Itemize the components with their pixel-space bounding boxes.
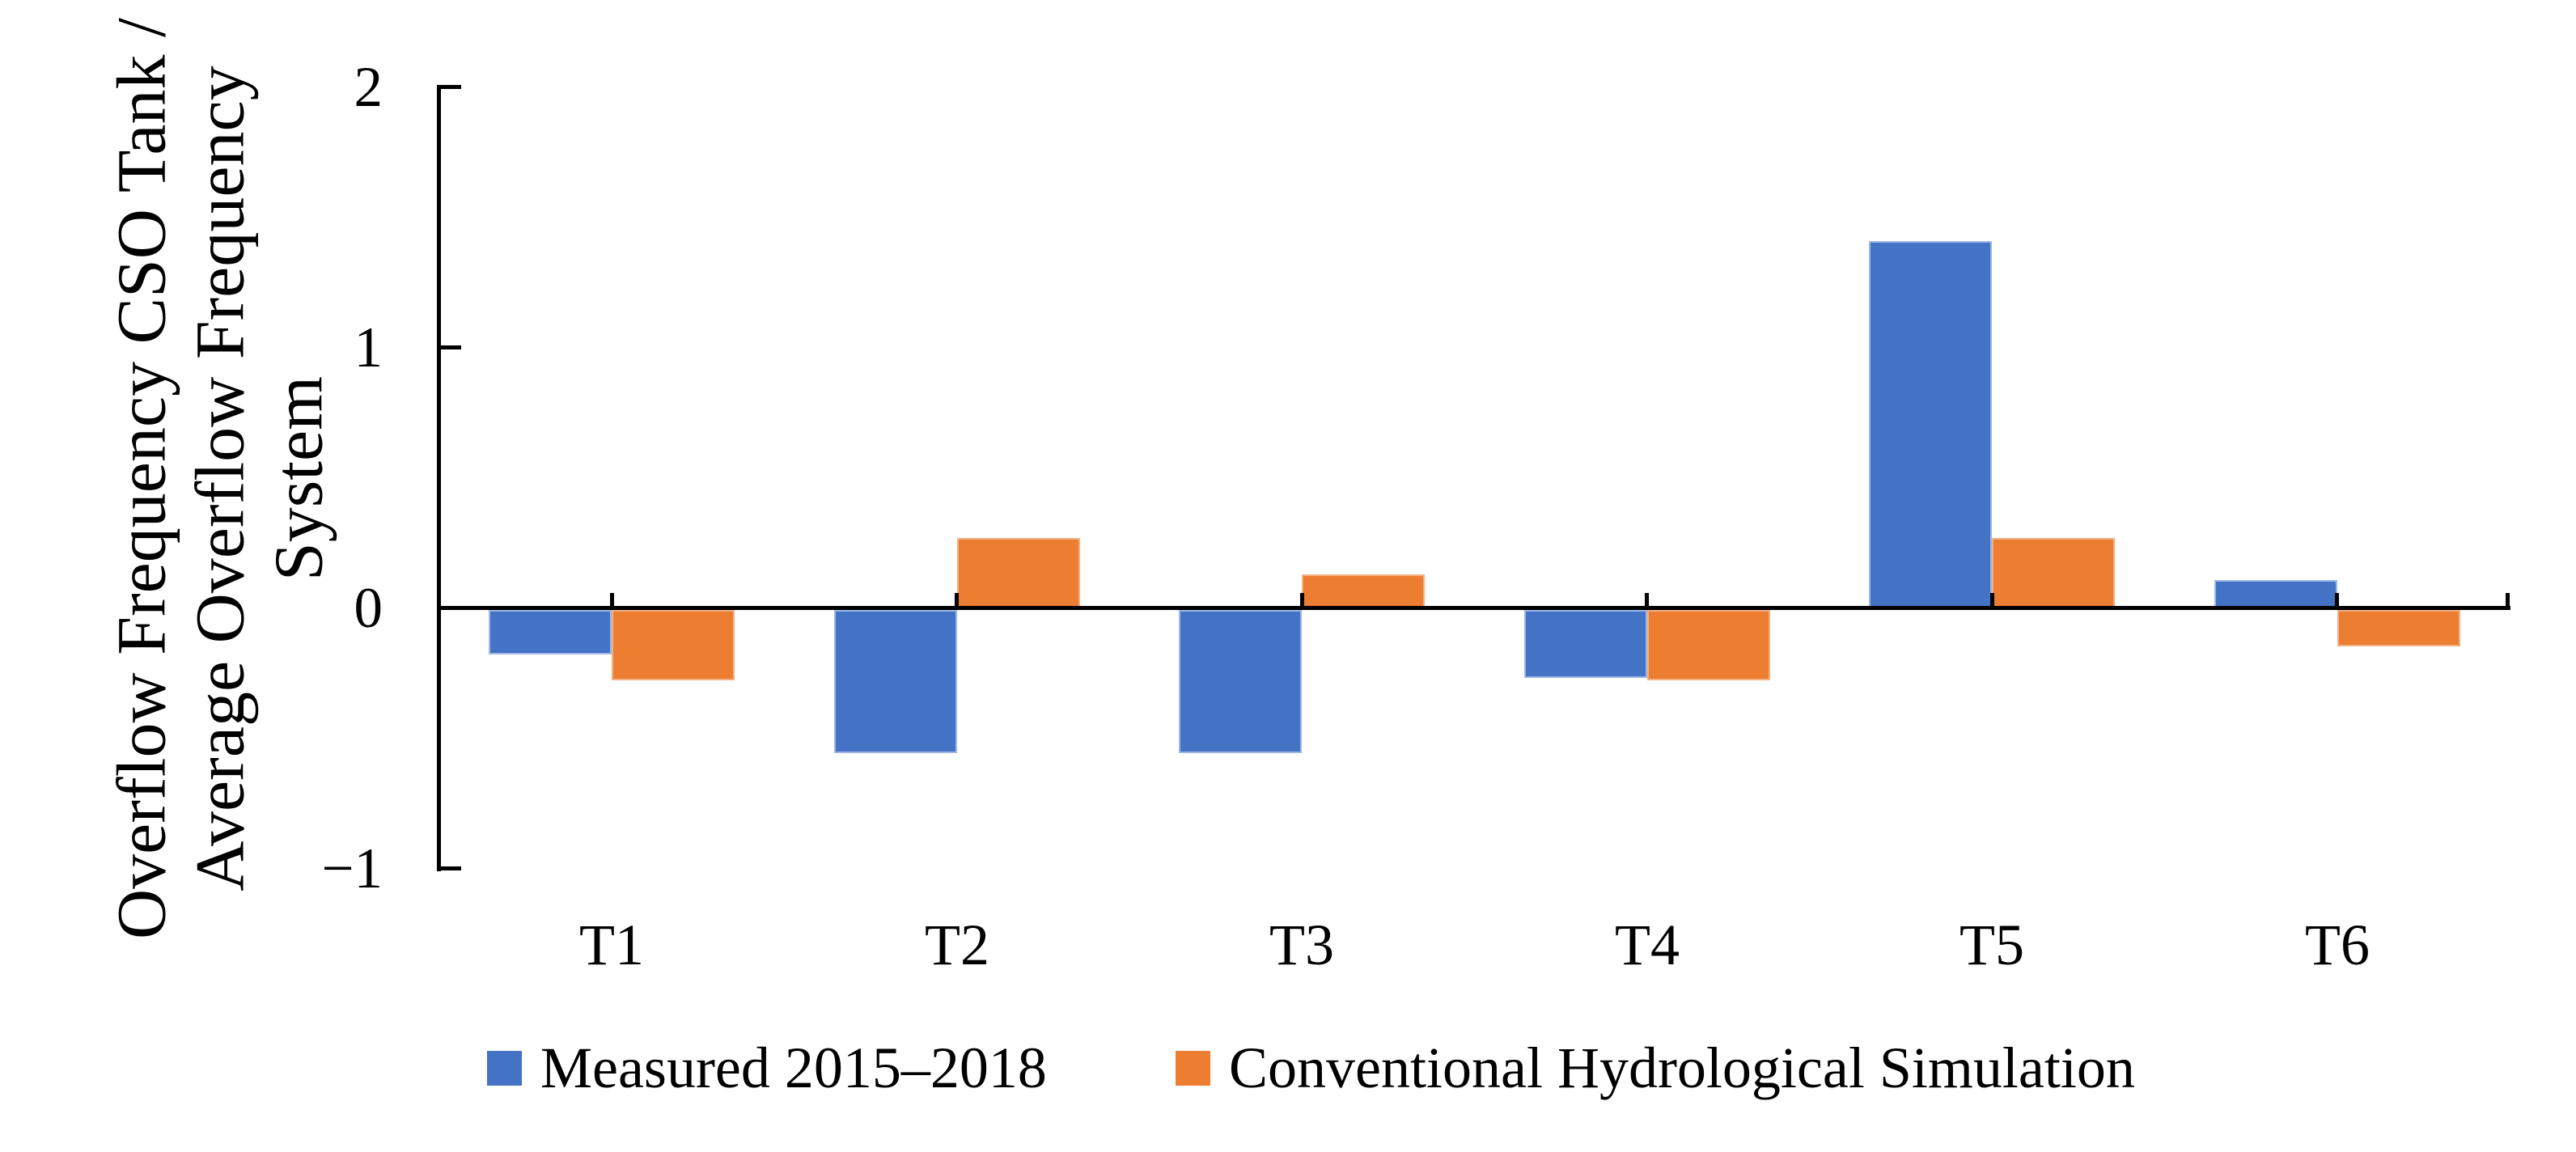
y-tick-label: 0 bbox=[354, 577, 383, 640]
x-axis-category-tick bbox=[2335, 593, 2339, 606]
x-axis-label-t1: T1 bbox=[579, 913, 644, 977]
legend-label-measured: Measured 2015–2018 bbox=[540, 1036, 1047, 1100]
x-axis-line bbox=[437, 606, 2510, 610]
x-axis-label-t4: T4 bbox=[1615, 913, 1680, 977]
legend-swatch-measured bbox=[487, 1050, 522, 1086]
y-tick-mark bbox=[439, 866, 461, 870]
y-axis-line bbox=[437, 85, 441, 871]
y-tick-label: 1 bbox=[354, 316, 383, 379]
x-axis-label-t3: T3 bbox=[1269, 913, 1334, 977]
y-tick-mark bbox=[439, 345, 461, 349]
bar-t3-measured bbox=[1179, 610, 1302, 753]
bar-t1-measured bbox=[489, 610, 612, 654]
bar-t4-simulation bbox=[1647, 610, 1770, 680]
x-axis-label-t2: T2 bbox=[925, 913, 989, 977]
y-tick-label: 2 bbox=[354, 56, 383, 119]
x-axis-label-t5: T5 bbox=[1960, 913, 2024, 977]
bar-t5-simulation bbox=[1992, 538, 2115, 608]
bar-t1-simulation bbox=[612, 610, 735, 680]
bar-t5-measured bbox=[1869, 241, 1992, 608]
x-axis-category-tick bbox=[1990, 593, 1994, 606]
x-axis-label-t6: T6 bbox=[2305, 913, 2370, 977]
legend-entry-measured: Measured 2015–2018 bbox=[487, 1033, 1047, 1103]
x-axis-category-tick bbox=[1645, 593, 1649, 606]
bar-t3-simulation bbox=[1302, 574, 1425, 608]
bar-t6-measured bbox=[2214, 580, 2337, 608]
legend-entry-simulation: Conventional Hydrological Simulation bbox=[1176, 1033, 2135, 1103]
bar-t2-simulation bbox=[957, 538, 1080, 608]
y-tick-label: −1 bbox=[321, 837, 383, 900]
x-axis-category-tick bbox=[955, 593, 959, 606]
legend-swatch-simulation bbox=[1176, 1050, 1210, 1086]
bar-t4-measured bbox=[1524, 610, 1647, 678]
bar-t2-measured bbox=[834, 610, 957, 753]
bar-t6-simulation bbox=[2337, 610, 2460, 646]
x-axis-category-tick bbox=[610, 593, 614, 606]
legend-label-simulation: Conventional Hydrological Simulation bbox=[1229, 1036, 2135, 1100]
y-tick-mark bbox=[439, 85, 461, 89]
x-axis-category-tick bbox=[1300, 593, 1304, 606]
x-axis-end-tick bbox=[2506, 593, 2510, 606]
